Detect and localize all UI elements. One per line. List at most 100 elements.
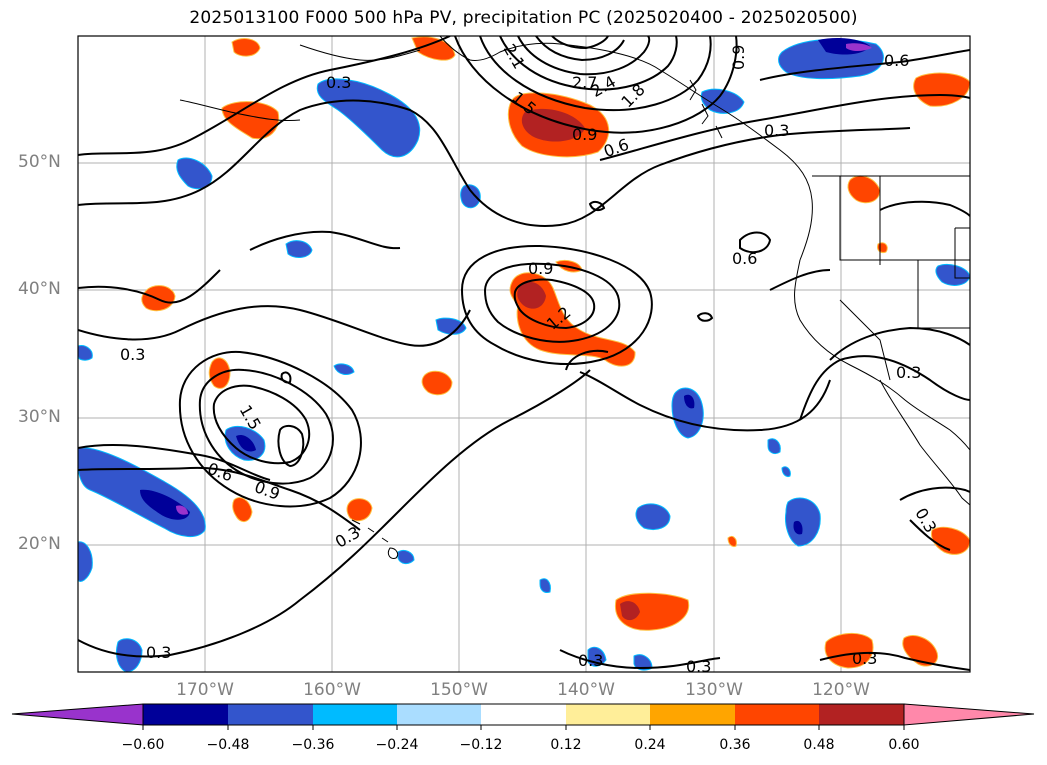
colorbar-segment: [228, 704, 313, 725]
pv-contour: [212, 384, 311, 465]
precip-patch-cool: [785, 497, 821, 547]
precip-patch-warm: [727, 535, 737, 547]
contour-label: 2.7: [572, 73, 597, 92]
hawaii-islands: [351, 519, 399, 559]
pv-contour: [696, 312, 714, 322]
pv-contour: [78, 369, 591, 658]
pv-contour: [588, 200, 606, 212]
lon-label: 140°W: [557, 680, 615, 700]
lon-label: 150°W: [430, 680, 488, 700]
precip-patch-cool: [397, 549, 415, 565]
pv-contour: [517, 36, 651, 76]
precip-patch-cool: [846, 43, 872, 51]
lon-label: 170°W: [176, 680, 234, 700]
pv-contour: [559, 649, 721, 670]
islands-alexander: [689, 79, 723, 139]
colorbar-segment: [735, 704, 819, 725]
coastline-baja: [879, 379, 970, 506]
precip-patch-cool: [935, 263, 970, 286]
pv-contour: [909, 519, 951, 551]
lon-label: 120°W: [812, 680, 870, 700]
precip-patch-cool: [176, 505, 188, 515]
precip-patch-warm: [877, 242, 888, 253]
colorbar-segment: [650, 704, 735, 725]
border-state: [917, 260, 970, 329]
coastline-alaska: [439, 36, 813, 261]
pv-contour: [78, 305, 471, 347]
coastlines: [179, 36, 970, 559]
precip-patch-cool: [635, 503, 671, 530]
border-state: [954, 227, 970, 279]
precip-patch-cool: [333, 363, 355, 375]
pv-contour: [78, 99, 911, 227]
lon-label: 160°W: [303, 680, 361, 700]
lat-label: 40°N: [18, 279, 61, 299]
colorbar-tick-label: −0.36: [291, 737, 335, 753]
precip-patch-cool: [460, 184, 481, 209]
colorbar-segment: [566, 704, 650, 725]
pv-contour: [78, 444, 271, 481]
precip-patch-cool: [78, 345, 93, 361]
pv-contour: [513, 278, 596, 330]
colorbar-tick-label: 0.36: [719, 737, 751, 753]
precip-patch-cool: [684, 394, 695, 409]
colorbar-tick-label: 0.12: [550, 737, 582, 753]
pv-contour: [460, 244, 653, 366]
border-state: [839, 299, 891, 381]
lat-label: 30°N: [18, 407, 61, 427]
colorbar-tick-label: −0.12: [459, 737, 503, 753]
coastline-us-west: [794, 259, 970, 451]
precip-patch-warm: [231, 38, 261, 57]
precip-patch-warm: [517, 281, 546, 309]
contour-label: 0.6: [732, 249, 757, 268]
pv-contours: [78, 36, 970, 671]
pv-contour: [799, 355, 970, 421]
colorbar-segment: [481, 704, 566, 725]
precip-patch-warm: [221, 101, 280, 140]
precip-patch-cool: [793, 520, 803, 535]
precip-patch-warm: [847, 175, 881, 204]
colorbar-segment: [143, 704, 228, 725]
lat-label: 50°N: [18, 152, 61, 172]
pv-contour: [280, 371, 292, 384]
pv-contour: [277, 424, 305, 468]
pv-contour: [899, 486, 970, 501]
lon-label: 130°W: [685, 680, 743, 700]
colorbar-tick-label: −0.24: [375, 737, 419, 753]
contour-label: 0.6: [884, 51, 909, 70]
pv-contour: [769, 269, 831, 291]
precip-patch-warm: [411, 36, 456, 61]
pv-contour: [759, 49, 970, 81]
contour-label: 0.3: [326, 73, 351, 92]
precip-patch-cool: [316, 78, 421, 158]
contour-label: 0.3: [120, 345, 145, 364]
pv-contour: [78, 466, 361, 531]
precip-patch-cool: [285, 240, 313, 258]
precip-patch-warm: [824, 633, 874, 669]
pv-contour: [829, 326, 970, 361]
lat-label: 20°N: [18, 534, 61, 554]
contour-label: 0.3: [764, 121, 789, 140]
colorbar-extend-left: [11, 703, 144, 726]
precip-patch-cool: [78, 541, 93, 582]
precip-patch-cool: [539, 578, 551, 593]
precip-patch-cool: [236, 434, 256, 452]
pv-contour: [479, 36, 712, 112]
precip-patch-warm: [614, 592, 690, 631]
precip-patch-cool: [781, 466, 791, 477]
colorbar-segment: [819, 704, 904, 725]
colorbar-tick-label: 0.60: [888, 737, 920, 753]
precip-patch-warm: [620, 601, 640, 621]
border-state: [839, 176, 970, 261]
pv-contour: [551, 36, 609, 50]
precip-patch-cool: [435, 317, 467, 335]
pv-contour: [599, 93, 970, 161]
pv-contour: [579, 371, 831, 432]
pv-contour: [454, 36, 738, 134]
pv-contour: [739, 231, 772, 254]
precip-patch-cool: [767, 438, 781, 455]
pv-contour: [819, 651, 970, 671]
pv-contour: [535, 36, 625, 62]
colorbar-tick-label: −0.48: [206, 737, 250, 753]
